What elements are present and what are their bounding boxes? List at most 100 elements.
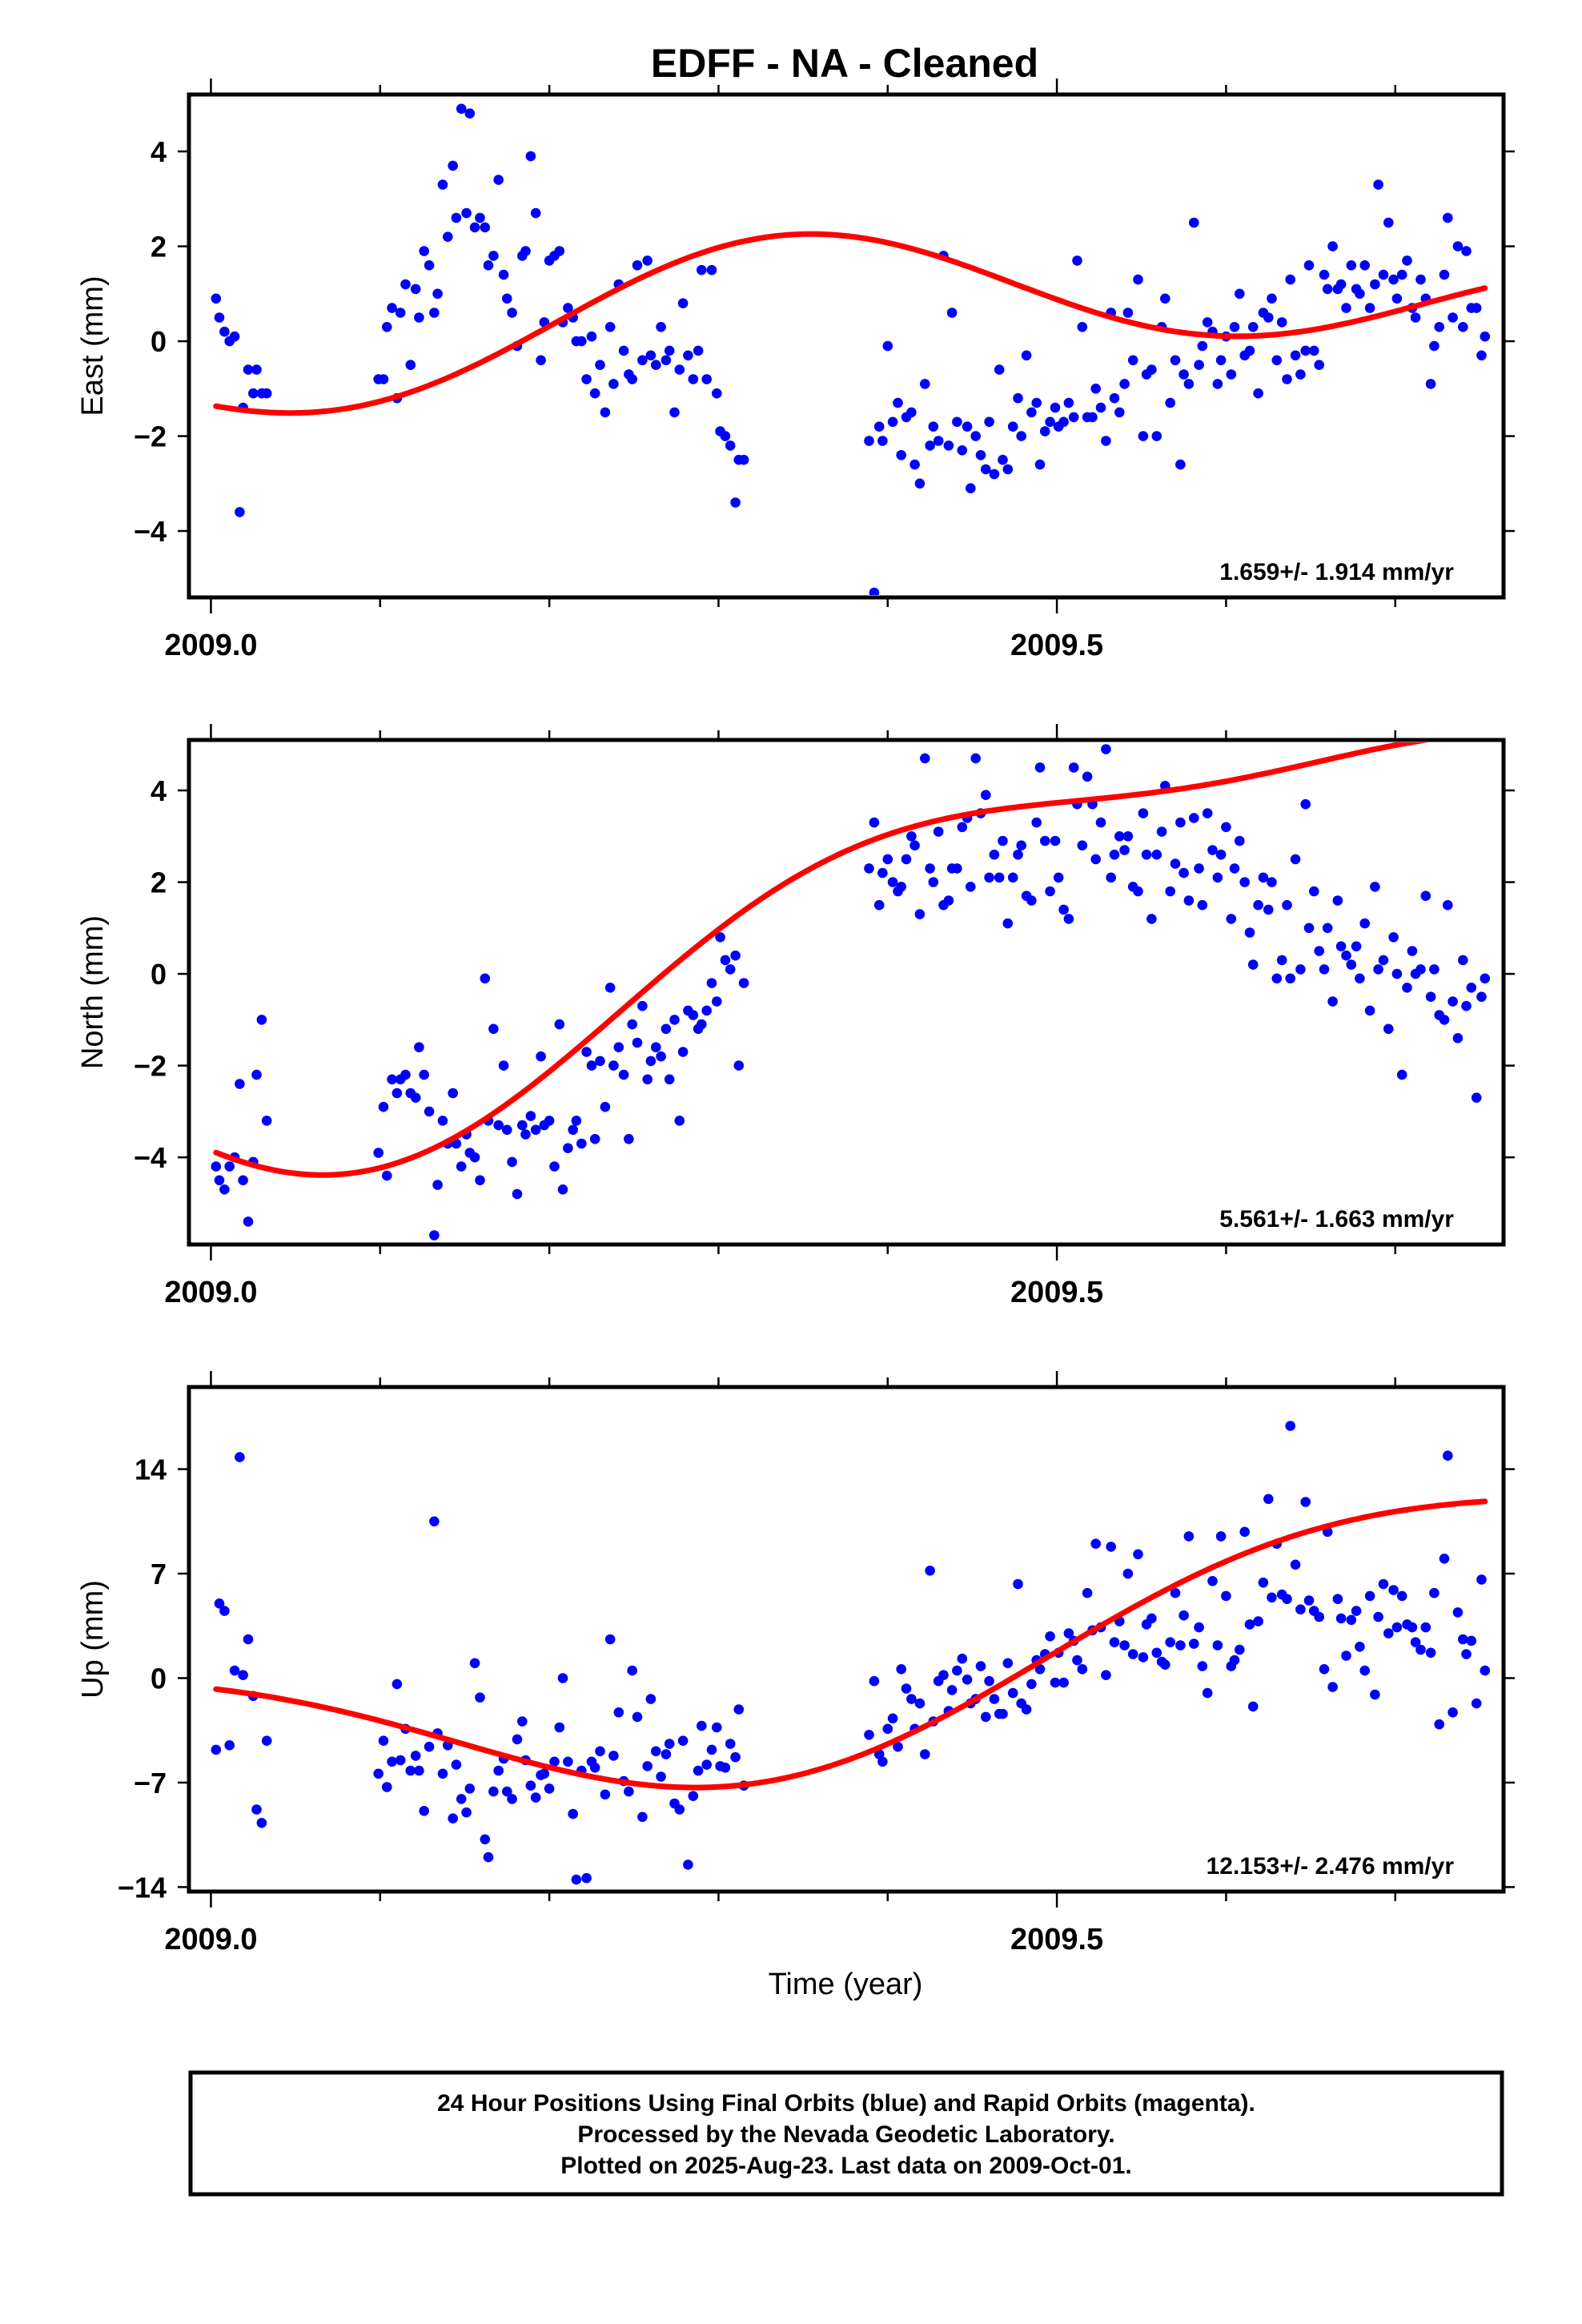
east-data-point bbox=[725, 440, 736, 451]
north-data-point bbox=[1247, 959, 1259, 970]
north-data-point bbox=[1420, 891, 1431, 901]
north-data-point bbox=[378, 1101, 389, 1112]
north-data-point bbox=[517, 1120, 528, 1131]
up-y-tick-label: 7 bbox=[151, 1558, 167, 1590]
north-data-point bbox=[1002, 918, 1014, 929]
up-data-point bbox=[480, 1834, 491, 1845]
up-data-point bbox=[1458, 1634, 1468, 1645]
north-data-point bbox=[608, 1060, 619, 1071]
up-data-point bbox=[1021, 1704, 1032, 1715]
up-y-tick-label: 0 bbox=[151, 1662, 167, 1695]
north-data-point bbox=[712, 996, 722, 1007]
east-data-point bbox=[1309, 345, 1319, 356]
east-data-point bbox=[1355, 288, 1365, 300]
east-data-point bbox=[957, 445, 968, 456]
up-data-point bbox=[1178, 1610, 1189, 1621]
north-data-point bbox=[1282, 899, 1292, 911]
up-data-point bbox=[1341, 1651, 1351, 1661]
up-data-point bbox=[1127, 1649, 1138, 1659]
up-data-point bbox=[1138, 1652, 1149, 1663]
north-data-point bbox=[952, 863, 962, 874]
north-data-point bbox=[1383, 1023, 1394, 1035]
east-data-point bbox=[219, 326, 230, 337]
east-data-point bbox=[664, 345, 675, 356]
north-data-point bbox=[1407, 946, 1418, 956]
east-data-point bbox=[248, 388, 259, 399]
east-data-point bbox=[1327, 241, 1338, 251]
east-data-point bbox=[1016, 431, 1026, 441]
up-data-point bbox=[1194, 1622, 1204, 1633]
up-data-point bbox=[568, 1808, 578, 1819]
up-data-point bbox=[1332, 1594, 1343, 1604]
north-data-point bbox=[1106, 872, 1116, 883]
up-data-point bbox=[1425, 1647, 1436, 1659]
east-data-point bbox=[1212, 379, 1223, 389]
up-data-point bbox=[595, 1746, 605, 1757]
up-data-point bbox=[975, 1661, 986, 1671]
east-data-point bbox=[1013, 392, 1023, 404]
up-data-point bbox=[1351, 1606, 1362, 1616]
north-data-point bbox=[1189, 813, 1199, 823]
up-data-point bbox=[887, 1713, 898, 1724]
up-data-point bbox=[1101, 1670, 1111, 1680]
north-data-point bbox=[957, 822, 968, 833]
up-data-point bbox=[1026, 1679, 1037, 1690]
north-fit-curve bbox=[213, 742, 1429, 1178]
north-data-point bbox=[1341, 950, 1351, 961]
east-data-point bbox=[1452, 241, 1464, 251]
east-data-point bbox=[693, 345, 704, 356]
north-data-point bbox=[571, 1116, 582, 1126]
east-data-point bbox=[1434, 322, 1444, 332]
north-data-point bbox=[1332, 895, 1343, 906]
up-data-point bbox=[557, 1673, 568, 1683]
north-data-point bbox=[920, 753, 930, 764]
east-data-point bbox=[952, 416, 962, 428]
east-data-point bbox=[1175, 459, 1186, 470]
east-data-point bbox=[1090, 384, 1101, 394]
east-data-point bbox=[1439, 269, 1450, 280]
north-data-point bbox=[914, 909, 926, 919]
east-data-point bbox=[651, 360, 661, 371]
up-data-point bbox=[989, 1694, 1000, 1704]
north-data-point bbox=[512, 1188, 523, 1200]
east-data-point bbox=[1364, 303, 1375, 313]
north-data-point bbox=[906, 831, 917, 842]
north-data-point bbox=[475, 1175, 485, 1186]
up-data-point bbox=[1258, 1577, 1269, 1588]
up-data-point bbox=[1295, 1604, 1306, 1614]
up-data-point bbox=[1285, 1421, 1295, 1431]
up-data-point bbox=[984, 1675, 994, 1687]
up-data-point bbox=[1303, 1595, 1315, 1606]
footer-line-1: 24 Hour Positions Using Final Orbits (bl… bbox=[437, 2090, 1255, 2117]
east-data-point bbox=[469, 222, 480, 233]
north-data-point bbox=[1050, 835, 1061, 846]
east-data-point bbox=[1429, 340, 1439, 352]
up-data-point bbox=[627, 1665, 637, 1676]
east-data-point bbox=[1202, 317, 1213, 328]
east-data-point bbox=[1267, 293, 1277, 304]
east-data-point bbox=[1021, 350, 1032, 361]
north-data-point bbox=[1276, 955, 1287, 966]
east-data-point bbox=[1282, 374, 1292, 384]
north-data-point bbox=[1267, 877, 1277, 887]
east-data-point bbox=[618, 345, 629, 356]
north-data-point bbox=[554, 1019, 565, 1030]
up-data-point bbox=[651, 1746, 661, 1757]
north-x-tick-label: 2009.5 bbox=[1010, 1276, 1103, 1309]
north-data-point bbox=[715, 932, 725, 943]
north-data-point bbox=[1290, 854, 1301, 865]
east-data-point bbox=[400, 279, 411, 290]
north-data-point bbox=[1346, 959, 1357, 970]
north-data-point bbox=[970, 753, 981, 764]
north-data-point bbox=[243, 1216, 254, 1227]
up-data-point bbox=[1415, 1644, 1426, 1655]
north-data-point bbox=[400, 1069, 411, 1080]
footer-line-2: Processed by the Nevada Geodetic Laborat… bbox=[577, 2121, 1114, 2148]
east-y-tick-label: −4 bbox=[134, 515, 167, 548]
east-data-point bbox=[243, 364, 254, 375]
east-data-layer bbox=[211, 103, 1491, 595]
north-data-point bbox=[998, 835, 1008, 846]
up-y-tick-label: −14 bbox=[118, 1871, 167, 1904]
east-data-point bbox=[251, 364, 262, 375]
north-data-point bbox=[251, 1069, 262, 1080]
